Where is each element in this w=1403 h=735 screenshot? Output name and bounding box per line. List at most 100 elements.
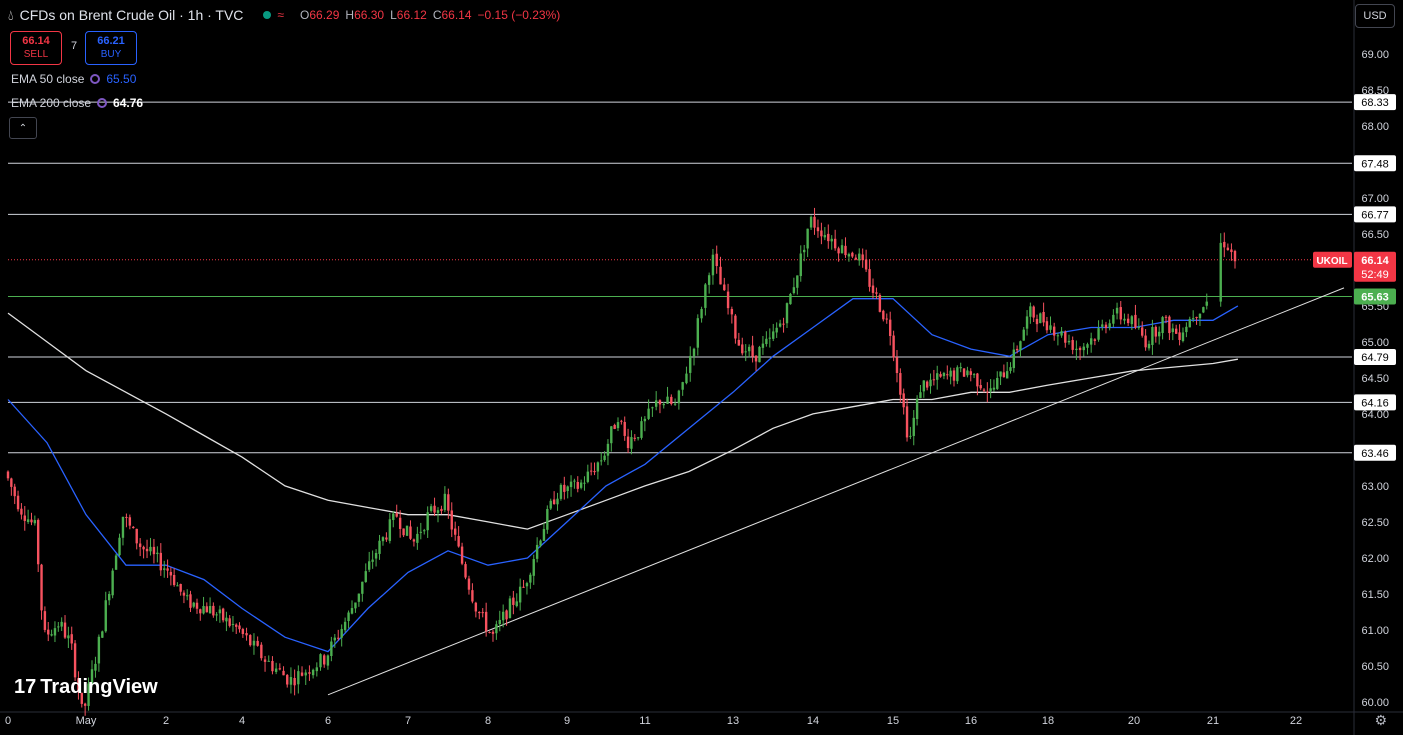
bearish-candle [166,568,169,571]
x-tick-label: 8 [485,715,491,727]
bullish-candle [498,619,501,625]
bearish-candle [1032,306,1035,318]
bullish-candle [936,373,939,380]
bullish-candle [347,612,350,622]
bearish-candle [726,291,730,309]
bullish-candle [1012,349,1016,369]
bearish-candle [235,624,238,627]
level-price-tag [1354,394,1396,411]
bullish-candle [677,390,681,404]
low-value: 66.12 [396,8,427,22]
bearish-candle [43,611,47,630]
bearish-candle [83,703,87,706]
x-tick-label: 0 [5,715,11,727]
ema200-legend[interactable]: EMA 200 close 64.76 [11,96,143,110]
bullish-candle [799,253,802,277]
bearish-candle [952,370,956,381]
bearish-candle [576,481,579,489]
bearish-candle [212,605,215,616]
bearish-candle [593,470,596,473]
bearish-candle [1223,241,1226,248]
bullish-candle [364,571,367,582]
bullish-candle [529,574,532,583]
bullish-candle [1130,316,1134,325]
bearish-candle [982,389,986,391]
currency-selector[interactable]: USD [1355,4,1395,28]
bullish-candle [252,640,256,646]
bearish-candle [1134,314,1137,328]
refresh-icon[interactable] [97,98,108,108]
bullish-candle [388,519,392,541]
bullish-candle [392,513,395,521]
y-tick-label: 66.50 [1361,229,1389,241]
bearish-candle [813,216,816,228]
bearish-candle [715,253,718,267]
bearish-candle [505,610,508,620]
refresh-icon[interactable] [90,74,101,84]
bullish-candle [775,327,778,333]
bearish-candle [620,420,623,422]
bearish-candle [737,339,741,346]
bullish-candle [515,601,518,607]
bearish-candle [16,495,20,510]
x-tick-label: 16 [965,715,977,727]
tradingview-logo: 17 TradingView [14,676,158,699]
bullish-candle [858,253,861,261]
bearish-candle [670,396,673,404]
bullish-candle [1067,340,1071,343]
bearish-candle [464,564,467,578]
bullish-candle [501,611,505,621]
bullish-candle [596,462,600,472]
bullish-candle [1060,331,1063,336]
bullish-candle [692,348,696,357]
symbol-title[interactable]: CFDs on Brent Crude Oil · 1h · TVC [19,7,244,23]
bullish-candle [654,400,658,407]
bullish-candle [909,435,912,437]
bearish-candle [522,586,525,588]
settings-gear-icon[interactable]: ⚙ [1374,712,1387,728]
x-tick-label: 14 [807,715,819,727]
bullish-candle [673,403,677,405]
bearish-candle [395,513,398,517]
bullish-candle [186,595,189,597]
bearish-candle [77,678,80,693]
collapse-legend-button[interactable]: ⌃ [9,117,37,139]
bearish-candle [454,528,457,535]
bearish-candle [1164,316,1168,318]
bearish-candle [626,436,630,449]
bullish-candle [443,493,447,511]
bearish-candle [844,245,847,256]
high-value: 66.30 [354,8,385,22]
bullish-candle [922,380,926,392]
bullish-candle [274,668,278,672]
y-tick-label: 62.00 [1361,553,1389,565]
bullish-candle [1198,313,1202,319]
change-value: −0.15 (−0.23%) [477,8,561,22]
level-price-label: 64.79 [1361,352,1389,364]
bearish-candle [308,672,311,674]
bearish-candle [433,505,436,513]
buy-button[interactable]: 66.21 BUY [85,31,137,65]
bullish-candle [989,388,992,392]
x-tick-label: 6 [325,715,331,727]
bearish-candle [827,233,830,242]
ema50-legend[interactable]: EMA 50 close 65.50 [11,72,136,86]
bullish-candle [1219,242,1222,302]
bearish-candle [1052,326,1056,336]
bullish-candle [789,293,792,305]
x-tick-label: 2 [163,715,169,727]
bullish-candle [1171,328,1174,333]
market-open-icon [263,11,272,19]
sell-button[interactable]: 66.14 SELL [10,31,62,65]
bullish-candle [542,528,546,541]
bearish-candle [871,285,875,293]
bullish-candle [785,303,789,324]
bullish-candle [90,669,94,685]
bullish-candle [26,519,30,523]
bullish-candle [636,437,640,439]
bearish-candle [1015,348,1019,351]
bearish-candle [474,602,478,612]
bullish-candle [796,275,799,288]
y-tick-label: 60.00 [1361,697,1389,709]
